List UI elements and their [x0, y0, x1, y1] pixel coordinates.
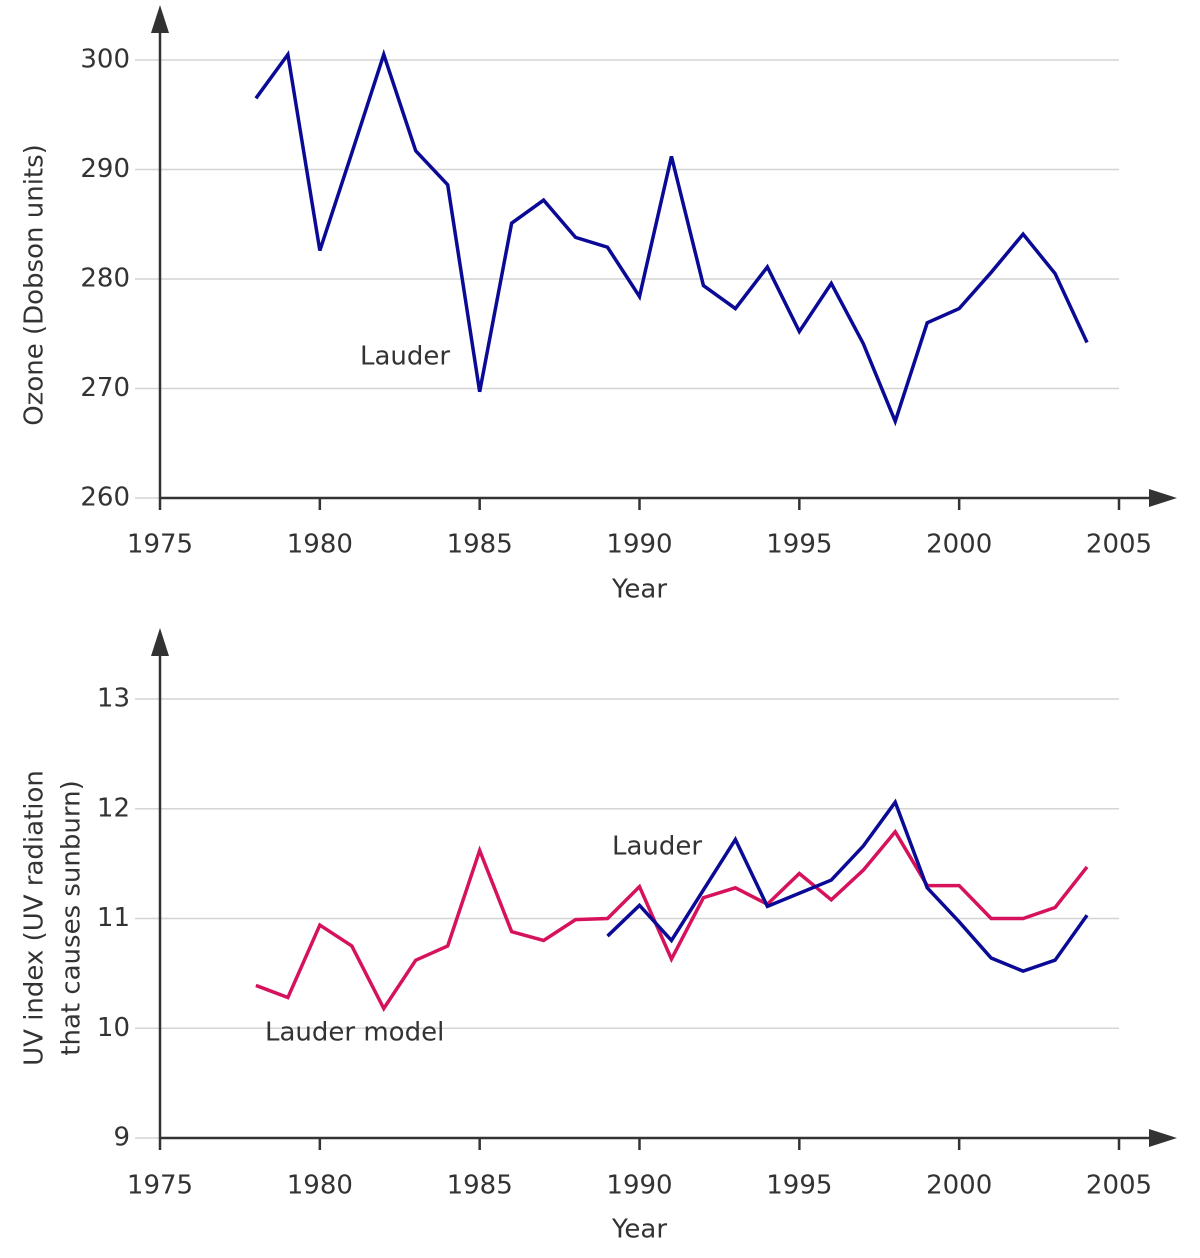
series-label: Lauder — [612, 832, 702, 862]
x-tick-label: 2005 — [1086, 1171, 1152, 1201]
y-tick-label: 270 — [80, 373, 130, 403]
y-tick-label: 12 — [97, 793, 130, 823]
y-tick-label: 280 — [80, 264, 130, 294]
y-tick-label: 10 — [97, 1013, 130, 1043]
y-tick-label: 300 — [80, 45, 130, 75]
x-axis-arrow — [1149, 1129, 1177, 1147]
x-tick-label: 1990 — [606, 530, 672, 560]
series-label: Lauder — [360, 342, 450, 372]
x-tick-label: 1975 — [127, 1171, 193, 1201]
line — [606, 798, 1089, 974]
x-tick-label: 1975 — [127, 530, 193, 560]
y-tick-label: 11 — [97, 903, 130, 933]
x-tick-label: 1995 — [766, 530, 832, 560]
x-tick-label: 1980 — [287, 1171, 353, 1201]
y-axis-label: that causes sunburn) — [57, 780, 87, 1055]
y-axis-label: UV index (UV radiation — [20, 770, 50, 1066]
y-axis-arrow — [151, 628, 169, 656]
x-tick-label: 2005 — [1086, 530, 1152, 560]
x-tick-label: 1990 — [606, 1171, 672, 1201]
x-tick-label: 1995 — [766, 1171, 832, 1201]
y-axis-arrow — [151, 5, 169, 33]
x-tick-label: 2000 — [926, 1171, 992, 1201]
y-tick-label: 260 — [80, 483, 130, 513]
x-tick-label: 1980 — [287, 530, 353, 560]
x-axis-label: Year — [611, 575, 667, 605]
x-axis-label: Year — [611, 1215, 667, 1245]
y-tick-label: 13 — [97, 684, 130, 714]
x-tick-label: 1985 — [447, 530, 513, 560]
line — [254, 48, 1089, 427]
y-tick-label: 9 — [113, 1123, 130, 1153]
x-axis-arrow — [1149, 489, 1177, 507]
y-tick-label: 290 — [80, 154, 130, 184]
x-tick-label: 2000 — [926, 530, 992, 560]
series-label: Lauder model — [265, 1018, 444, 1048]
y-axis-label: Ozone (Dobson units) — [20, 144, 50, 426]
line — [255, 828, 1089, 1012]
x-tick-label: 1985 — [447, 1171, 513, 1201]
